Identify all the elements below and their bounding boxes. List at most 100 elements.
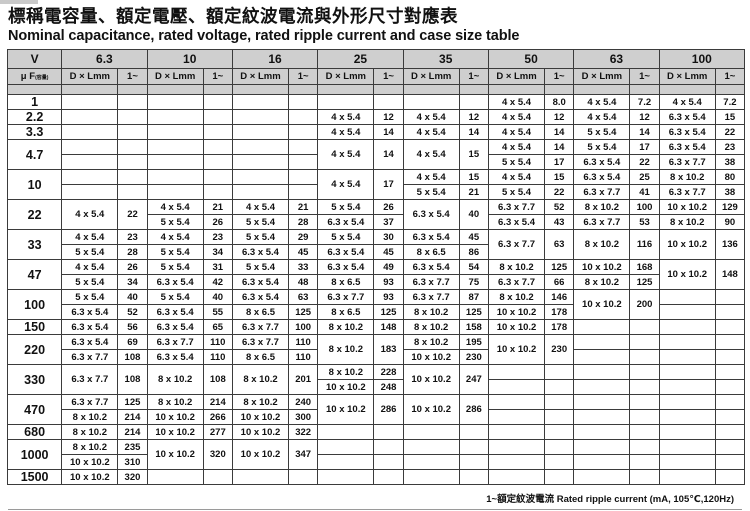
- dimension-35: 10 x 10.2: [402, 394, 460, 425]
- header-dimension-16: D × Lmm: [231, 68, 290, 85]
- dimension-10: 4 x 5.4: [146, 229, 204, 245]
- capacitance-label: 100: [6, 289, 63, 320]
- empty-cell: [487, 439, 546, 455]
- dimension-50: 4 x 5.4: [487, 124, 546, 140]
- empty-cell: [629, 334, 660, 350]
- header-ripple-6.3: 1~: [117, 68, 148, 85]
- dimension-16: 6.3 x 7.7: [231, 334, 290, 350]
- dimension-50: 10 x 10.2: [487, 334, 546, 365]
- empty-cell: [288, 154, 319, 170]
- empty-cell: [402, 454, 460, 470]
- empty-cell: [402, 469, 460, 485]
- empty-cell: [714, 349, 746, 365]
- dimension-16: 10 x 10.2: [231, 409, 290, 425]
- ripple-10: 21: [202, 199, 233, 215]
- ripple-63: 116: [629, 229, 660, 260]
- spacer-cell: [544, 84, 575, 95]
- ripple-25: 37: [373, 214, 404, 230]
- dimension-35: 10 x 10.2: [402, 349, 460, 365]
- dimension-10: 10 x 10.2: [146, 424, 204, 440]
- dimension-25: 6.3 x 5.4: [317, 259, 375, 275]
- capacitance-label: 22: [6, 199, 63, 230]
- ripple-50: 178: [544, 319, 575, 335]
- spacer-cell: [402, 84, 460, 95]
- spacer-cell: [202, 84, 233, 95]
- ripple-100: 80: [714, 169, 746, 185]
- dimension-50: 5 x 5.4: [487, 184, 546, 200]
- empty-cell: [61, 154, 119, 170]
- dimension-10: 5 x 5.4: [146, 214, 204, 230]
- footnote: 1~額定紋波電流 Rated ripple current (mA, 105℃,…: [486, 494, 734, 505]
- dimension-35: 4 x 5.4: [402, 109, 460, 125]
- dimension-63: 8 x 10.2: [573, 199, 631, 215]
- ripple-16: 33: [288, 259, 319, 275]
- dimension-35: 6.3 x 7.7: [402, 274, 460, 290]
- empty-cell: [544, 439, 575, 455]
- ripple-16: 240: [288, 394, 319, 410]
- empty-cell: [629, 409, 660, 425]
- ripple-6.3: 320: [117, 469, 148, 485]
- table-row: 2.2 4 x 5.4 12 4 x 5.4 12 4 x 5.4 12 4 x 5.4 12 6…: [6, 109, 746, 125]
- ripple-6.3: 26: [117, 259, 148, 275]
- ripple-50: 22: [544, 184, 575, 200]
- ripple-6.3: 235: [117, 439, 148, 455]
- ripple-16: 125: [288, 304, 319, 320]
- header-ripple-10: 1~: [202, 68, 233, 85]
- empty-cell: [117, 124, 148, 140]
- top-accent-bar: [0, 0, 38, 4]
- header-voltage-50: 50: [487, 49, 575, 69]
- empty-cell: [231, 109, 290, 125]
- dimension-25: 8 x 10.2: [317, 364, 375, 380]
- dimension-6.3: 8 x 10.2: [61, 409, 119, 425]
- spacer-cell: [146, 84, 204, 95]
- ripple-50: 17: [544, 154, 575, 170]
- empty-cell: [544, 409, 575, 425]
- empty-cell: [288, 109, 319, 125]
- ripple-16: 201: [288, 364, 319, 395]
- ripple-10: 40: [202, 289, 233, 305]
- header-voltage-25: 25: [317, 49, 404, 69]
- dimension-10: 4 x 5.4: [146, 199, 204, 215]
- table-row: 5 x 5.4 34 6.3 x 5.4 42 6.3 x 5.4 48 8 x 6.5 93…: [8, 274, 745, 290]
- table-row: 1000 8 x 10.2 235 10 x 10.2 320 10 x 10.2 347: [6, 439, 746, 470]
- empty-cell: [231, 469, 290, 485]
- capacitance-label: 220: [6, 334, 63, 365]
- ripple-6.3: 22: [117, 199, 148, 230]
- empty-cell: [231, 154, 290, 170]
- ripple-63: 53: [629, 214, 660, 230]
- capacitance-label: 47: [6, 259, 63, 290]
- dimension-63: 10 x 10.2: [573, 259, 631, 275]
- header-row-subcolumns: μ F(容量) D × Lmm 1~ D × Lmm 1~ D × Lmm 1~ D × Lm…: [6, 68, 746, 85]
- ripple-10: 110: [202, 334, 233, 350]
- ripple-6.3: 125: [117, 394, 148, 410]
- ripple-50: 178: [544, 304, 575, 320]
- empty-cell: [61, 94, 119, 110]
- table-row: 330 6.3 x 7.7 108 8 x 10.2 108 8 x 10.2 201 8 x…: [6, 364, 746, 395]
- empty-cell: [117, 184, 148, 200]
- capacitance-label: 150: [6, 319, 63, 335]
- empty-cell: [629, 364, 660, 380]
- header-dimension-100: D × Lmm: [658, 68, 716, 85]
- dimension-6.3: 10 x 10.2: [61, 454, 119, 470]
- dimension-100: 6.3 x 5.4: [658, 109, 716, 125]
- empty-cell: [658, 469, 716, 485]
- ripple-63: 12: [629, 109, 660, 125]
- ripple-25: 14: [373, 124, 404, 140]
- dimension-63: 6.3 x 5.4: [573, 169, 631, 185]
- ripple-50: 125: [544, 259, 575, 275]
- ripple-100: 7.2: [714, 94, 746, 110]
- table-row: 5 x 5.4 17 6.3 x 5.4 22 6.3 x 7.7 38: [8, 154, 746, 170]
- ripple-16: 300: [288, 409, 319, 425]
- spacer-cell: [573, 84, 631, 95]
- spacer-cell: [458, 84, 489, 95]
- dimension-10: 6.3 x 5.4: [146, 319, 204, 335]
- header-capacitance-label: μ F(容量): [6, 68, 63, 85]
- empty-cell: [573, 364, 631, 380]
- dimension-25: 4 x 5.4: [317, 109, 375, 125]
- ripple-63: 22: [629, 154, 660, 170]
- table-row: 22 4 x 5.4 22 4 x 5.4 21 4 x 5.4 21 5 x 5.4 26 6.…: [6, 199, 746, 230]
- empty-cell: [373, 439, 404, 455]
- spacer-cell: [317, 84, 375, 95]
- spacer-cell: [288, 84, 319, 95]
- dimension-10: 5 x 5.4: [146, 244, 204, 260]
